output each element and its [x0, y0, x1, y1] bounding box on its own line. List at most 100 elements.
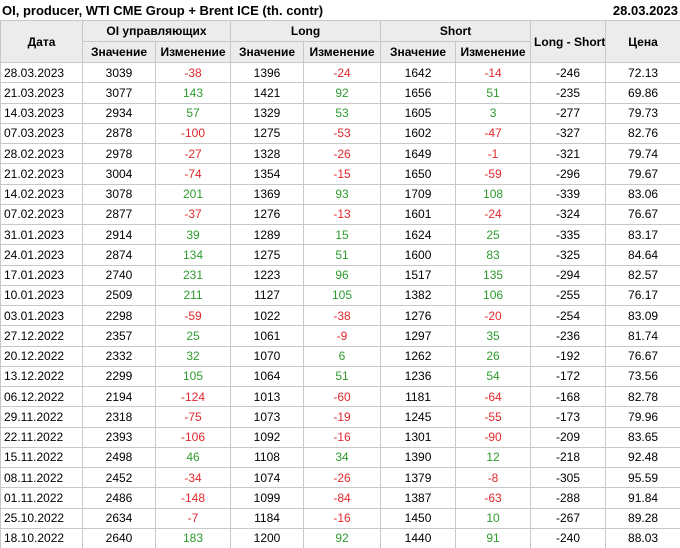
group-header: Long [230, 20, 382, 42]
table-row: 07.03.2023 2878 -100 1275 -53 1602 -47 -327 82.7… [0, 122, 680, 145]
value-cell: 57 [154, 102, 232, 124]
value-cell: 1064 [230, 365, 305, 388]
value-cell: -26 [303, 142, 382, 165]
table-row: 01.11.2022 2486 -148 1099 -84 1387 -63 -288 91.8… [0, 487, 680, 509]
value-cell: 2194 [82, 385, 156, 408]
value-cell: 1092 [230, 426, 305, 448]
value-cell: -55 [455, 406, 532, 428]
value-cell: 1328 [230, 142, 305, 165]
value-cell: -14 [455, 61, 532, 84]
value-cell: -296 [530, 163, 607, 185]
value-cell: -1 [455, 142, 532, 165]
value-cell: 1329 [230, 102, 305, 124]
value-cell: 2634 [82, 507, 156, 529]
value-cell: 1650 [380, 163, 457, 185]
value-cell: -240 [530, 527, 607, 548]
value-cell: 211 [154, 284, 232, 307]
group-header: OI управляющих [81, 20, 232, 42]
date-cell: 17.01.2023 [0, 264, 83, 286]
date-cell: 21.02.2023 [0, 163, 83, 185]
value-cell: -59 [455, 163, 532, 185]
value-cell: 2298 [82, 304, 156, 327]
date-cell: 28.02.2023 [0, 142, 83, 165]
value-cell: -16 [303, 507, 382, 529]
value-cell: -305 [530, 466, 607, 489]
value-cell: 2318 [82, 406, 156, 428]
date-cell: 21.03.2023 [0, 82, 83, 104]
value-cell: 1649 [380, 142, 457, 165]
value-cell: -38 [303, 304, 382, 327]
value-cell: 25 [455, 223, 532, 246]
value-cell: -24 [455, 203, 532, 226]
value-cell: -321 [530, 142, 607, 165]
value-cell: -236 [530, 325, 607, 347]
date-cell: 28.03.2023 [0, 61, 83, 84]
value-cell: 1354 [230, 163, 305, 185]
value-cell: -106 [154, 426, 232, 448]
value-cell: 1245 [380, 406, 457, 428]
title: OI, producer, WTI CME Group + Brent ICE … [2, 2, 324, 18]
value-cell: -277 [530, 102, 607, 124]
table-row: 28.03.2023 3039 -38 1396 -24 1642 -14 -246 72.13 [0, 61, 680, 84]
value-cell: 39 [154, 223, 232, 246]
value-cell: 1387 [380, 487, 457, 509]
value-cell: 32 [154, 345, 232, 367]
value-cell: 106 [455, 284, 532, 307]
value-cell: 92 [303, 82, 382, 104]
value-cell: 6 [303, 345, 382, 367]
value-cell: 82.78 [605, 385, 680, 408]
value-cell: 25 [154, 325, 232, 347]
value-cell: 1099 [230, 487, 305, 509]
date-cell: 31.01.2023 [0, 223, 83, 246]
date-cell: 15.11.2022 [0, 446, 83, 469]
value-cell: -38 [154, 61, 232, 84]
value-cell: 83.65 [605, 426, 680, 448]
value-cell: -26 [303, 466, 382, 489]
date-cell: 13.12.2022 [0, 365, 83, 388]
value-cell: 2393 [82, 426, 156, 448]
table-row: 15.11.2022 2498 46 1108 34 1390 12 -218 92.48 [0, 446, 680, 469]
date-cell: 07.02.2023 [0, 203, 83, 226]
table-row: 10.01.2023 2509 211 1127 105 1382 106 -255 76.17 [0, 284, 680, 307]
value-cell: 15 [303, 223, 382, 246]
value-cell: -74 [154, 163, 232, 185]
value-cell: 1301 [380, 426, 457, 448]
date-cell: 07.03.2023 [0, 122, 83, 145]
value-cell: -294 [530, 264, 607, 286]
value-cell: 2332 [82, 345, 156, 367]
value-cell: 1223 [230, 264, 305, 286]
value-cell: -255 [530, 284, 607, 307]
date-cell: 01.11.2022 [0, 487, 83, 509]
value-cell: 3077 [82, 82, 156, 104]
value-cell: 1289 [230, 223, 305, 246]
col-header: Long - Short [530, 20, 607, 63]
table-row: 14.02.2023 3078 201 1369 93 1709 108 -339 83.06 [0, 183, 680, 205]
sub-header: Изменение [303, 41, 382, 63]
value-cell: -64 [455, 385, 532, 408]
value-cell: -8 [455, 466, 532, 489]
value-cell: 2299 [82, 365, 156, 388]
value-cell: -20 [455, 304, 532, 327]
date-cell: 29.11.2022 [0, 406, 83, 428]
value-cell: 2978 [82, 142, 156, 165]
group-header: Short [380, 20, 532, 42]
value-cell: 2498 [82, 446, 156, 469]
value-cell: -327 [530, 122, 607, 145]
value-cell: 183 [154, 527, 232, 548]
value-cell: 76.67 [605, 345, 680, 367]
value-cell: 35 [455, 325, 532, 347]
value-cell: 3004 [82, 163, 156, 185]
value-cell: -15 [303, 163, 382, 185]
table-row: 13.12.2022 2299 105 1064 51 1236 54 -172 73.56 [0, 365, 680, 388]
value-cell: 2877 [82, 203, 156, 226]
value-cell: -209 [530, 426, 607, 448]
value-cell: 231 [154, 264, 232, 286]
value-cell: -172 [530, 365, 607, 388]
value-cell: 1602 [380, 122, 457, 145]
value-cell: 1601 [380, 203, 457, 226]
value-cell: 92.48 [605, 446, 680, 469]
value-cell: 46 [154, 446, 232, 469]
table-row: 14.03.2023 2934 57 1329 53 1605 3 -277 79.73 [0, 102, 680, 124]
value-cell: 108 [455, 183, 532, 205]
value-cell: 1390 [380, 446, 457, 469]
